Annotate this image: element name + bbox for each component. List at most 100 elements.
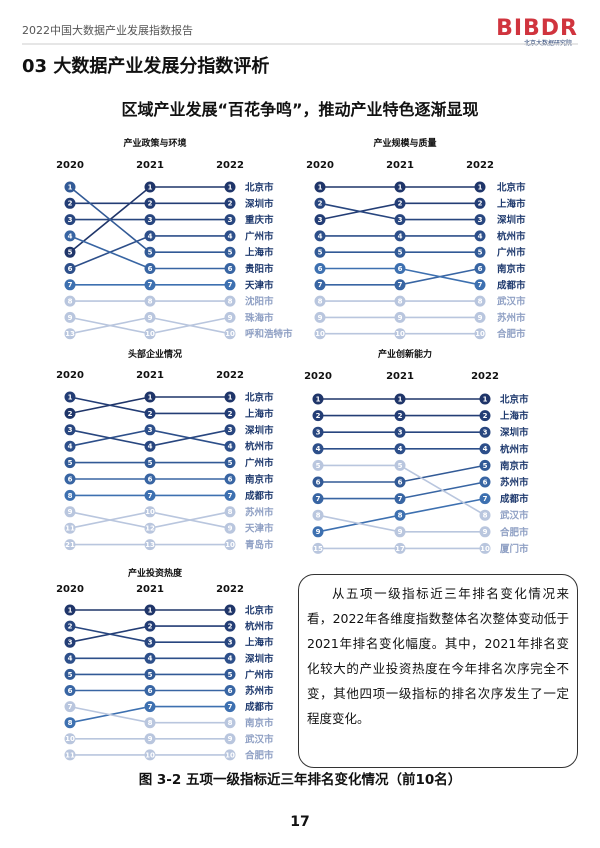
panel-title: 产业创新能力: [378, 348, 432, 360]
report-name: 2022中国大数据产业发展指数报告: [22, 24, 193, 37]
rank-dot: [144, 311, 156, 323]
rank-dot: [312, 410, 324, 422]
rank-dot: [64, 407, 76, 419]
rank-number: 9: [148, 735, 153, 743]
rank-number: 3: [398, 429, 403, 437]
rank-dot: [144, 489, 156, 501]
rank-dot: [64, 457, 76, 469]
rank-dot: [144, 701, 156, 713]
rank-number: 4: [398, 445, 403, 453]
rank-line: [318, 464, 486, 516]
rank-number: 3: [68, 216, 73, 224]
rank-dot: [314, 328, 326, 340]
rank-number: 10: [475, 330, 485, 338]
rank-number: 5: [483, 462, 488, 470]
city-label: 深圳市: [245, 424, 274, 436]
rank-dot: [312, 426, 324, 438]
rank-dot: [64, 440, 76, 452]
rank-dot: [144, 652, 156, 664]
panel-title: 产业规模与质量: [373, 137, 436, 149]
city-label: 杭州市: [497, 230, 526, 242]
rank-dot: [64, 311, 76, 323]
rank-number: 9: [68, 508, 73, 516]
rank-dot: [474, 279, 486, 291]
rank-dot: [144, 391, 156, 403]
rank-dot: [394, 230, 406, 242]
city-label: 成都市: [245, 490, 274, 502]
rank-number: 7: [398, 281, 403, 289]
rank-dot: [144, 328, 156, 340]
rank-number: 7: [318, 281, 323, 289]
city-label: 北京市: [245, 605, 274, 617]
rank-number: 4: [228, 655, 233, 663]
rank-number: 3: [148, 216, 153, 224]
rank-dot: [224, 506, 236, 518]
rank-dot: [224, 489, 236, 501]
rank-dot: [312, 476, 324, 488]
rank-number: 1: [228, 183, 233, 191]
rank-number: 9: [228, 735, 233, 743]
rank-dot: [224, 246, 236, 258]
rank-dot: [64, 506, 76, 518]
rank-dot: [224, 311, 236, 323]
rank-dot: [479, 493, 491, 505]
rank-number: 2: [228, 200, 233, 208]
panel-title: 产业政策与环境: [123, 137, 186, 149]
dots: 1 1 1 2 2 2 3 3 3 4 4 4 6 6 5 7 7 6 9 8 7 5 5 8 8 9 9 15 17 10: [312, 393, 491, 554]
rank-dot: [479, 426, 491, 438]
city-label: 广州市: [245, 230, 274, 242]
year-label: 2022: [216, 370, 244, 381]
rank-dot: [474, 197, 486, 209]
city-label: 苏州市: [497, 312, 526, 324]
rank-dot: [224, 539, 236, 551]
rank-number: 4: [228, 443, 233, 451]
rank-number: 2: [318, 200, 323, 208]
rank-number: 6: [148, 265, 153, 273]
rank-number: 5: [398, 462, 403, 470]
rank-number: 4: [68, 655, 73, 663]
rank-dot: [144, 181, 156, 193]
rank-dot: [474, 181, 486, 193]
city-label: 上海市: [500, 410, 529, 422]
rank-number: 3: [483, 429, 488, 437]
rank-number: 21: [65, 541, 75, 549]
rank-dot: [314, 295, 326, 307]
logo: BIBDR: [496, 16, 578, 41]
rank-number: 7: [68, 703, 73, 711]
dots: 5 1 1 2 2 2 3 3 3 6 4 4 1 5 5 4 6 6 7 7 7 8 8 8 9 10 9 13 9 10: [64, 181, 236, 340]
rank-number: 13: [145, 541, 155, 549]
rank-dot: [144, 506, 156, 518]
rank-dot: [479, 526, 491, 538]
rank-dot: [224, 424, 236, 436]
rank-dot: [64, 522, 76, 534]
rank-dot: [224, 295, 236, 307]
rank-dot: [64, 295, 76, 307]
rank-number: 8: [148, 298, 153, 306]
rank-dot: [224, 328, 236, 340]
rank-dot: [479, 459, 491, 471]
rank-number: 10: [315, 330, 325, 338]
rank-dot: [312, 393, 324, 405]
rank-number: 11: [65, 751, 75, 759]
year-label: 2020: [306, 160, 334, 171]
caption: 图 3-2 五项一级指标近三年排名变化情况（前10名）: [138, 772, 462, 788]
rank-number: 13: [65, 330, 75, 338]
rank-dot: [479, 443, 491, 455]
rank-number: 5: [228, 671, 233, 679]
rank-number: 7: [148, 703, 153, 711]
rank-number: 7: [68, 281, 73, 289]
city-label: 合肥市: [500, 526, 529, 538]
rank-dot: [64, 197, 76, 209]
city-label: 沈阳市: [245, 296, 274, 308]
rank-dot: [224, 279, 236, 291]
rank-number: 1: [398, 395, 403, 403]
city-label: 珠海市: [245, 312, 274, 324]
rank-number: 3: [228, 426, 233, 434]
lines: [69, 609, 230, 756]
rank-dot: [144, 717, 156, 729]
rank-dot: [224, 263, 236, 274]
rank-number: 10: [225, 330, 235, 338]
city-label: 南京市: [497, 263, 526, 275]
rank-number: 9: [68, 314, 73, 322]
rank-number: 9: [148, 314, 153, 322]
